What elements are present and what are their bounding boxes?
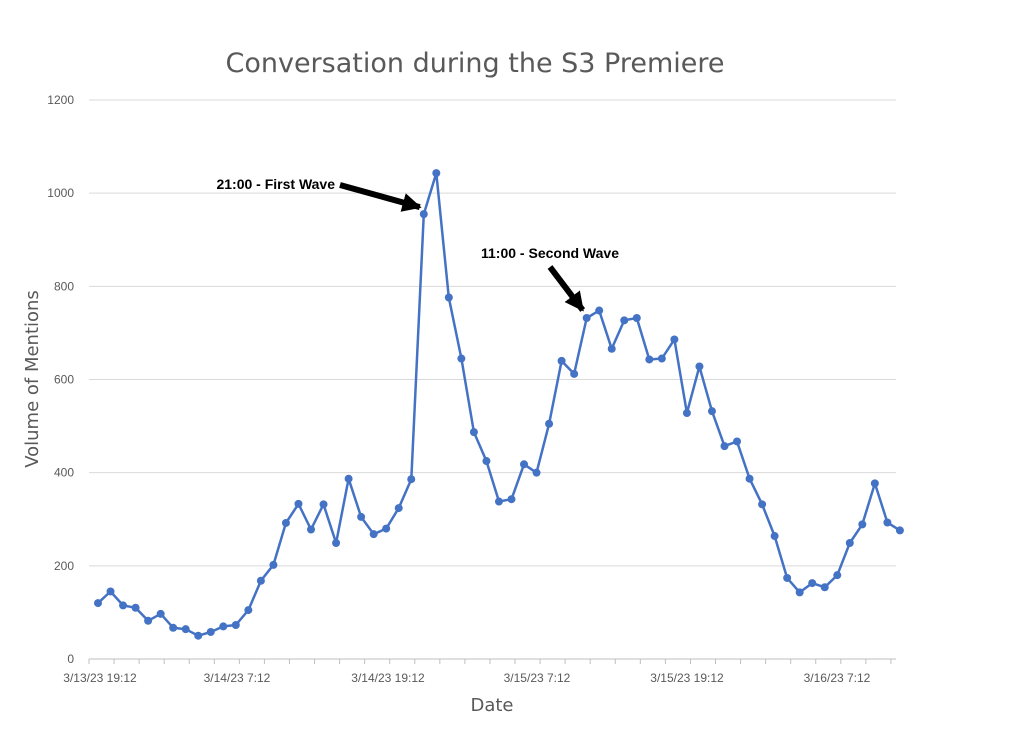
data-point xyxy=(682,409,691,418)
data-point xyxy=(845,539,854,548)
data-point xyxy=(281,518,290,527)
data-point xyxy=(632,314,641,323)
data-point xyxy=(820,583,829,592)
data-point xyxy=(858,520,867,529)
x-tick-labels: 3/13/23 19:12 3/14/23 7:12 3/14/23 19:12 3/… xyxy=(63,671,870,685)
data-point xyxy=(895,526,904,535)
data-point xyxy=(319,500,328,509)
y-tick-label: 1000 xyxy=(47,186,74,200)
data-point xyxy=(883,518,892,527)
data-point xyxy=(607,344,616,353)
data-point xyxy=(194,631,203,640)
data-point xyxy=(770,532,779,541)
annotation-arrow xyxy=(547,265,586,312)
x-tick-label: 3/15/23 19:12 xyxy=(650,671,724,685)
data-point xyxy=(758,500,767,509)
data-point xyxy=(494,497,503,506)
data-point xyxy=(670,335,679,344)
y-tick-label: 1200 xyxy=(47,93,74,107)
data-point xyxy=(144,616,153,625)
data-point xyxy=(231,620,240,629)
data-point xyxy=(657,354,666,363)
y-tick-label: 0 xyxy=(67,652,74,666)
data-point xyxy=(833,571,842,580)
data-point xyxy=(620,316,629,325)
annotation-arrow xyxy=(339,182,422,212)
data-point xyxy=(545,419,554,428)
data-point xyxy=(269,560,278,569)
data-point xyxy=(156,609,165,618)
data-point xyxy=(695,362,704,371)
data-point xyxy=(369,530,378,539)
data-point xyxy=(469,428,478,437)
data-point xyxy=(106,587,115,596)
x-axis-title: Date xyxy=(470,695,513,716)
data-point xyxy=(532,468,541,477)
data-point xyxy=(256,576,265,585)
data-point xyxy=(733,437,742,446)
x-tick-label: 3/14/23 7:12 xyxy=(204,671,271,685)
data-point xyxy=(783,573,792,582)
annotations: 21:00 - First Wave 11:00 - Second Wave xyxy=(216,176,619,312)
data-point xyxy=(645,355,654,364)
data-point xyxy=(582,314,591,323)
data-point xyxy=(206,627,215,636)
gridlines xyxy=(89,99,896,567)
data-point xyxy=(307,525,316,534)
y-tick-label: 200 xyxy=(54,559,74,573)
data-point xyxy=(382,524,391,533)
x-tick-label: 3/16/23 7:12 xyxy=(804,671,871,685)
data-point xyxy=(745,474,754,483)
data-point xyxy=(507,495,516,504)
y-tick-label: 800 xyxy=(54,279,74,293)
data-point xyxy=(332,539,341,548)
data-point xyxy=(570,369,579,378)
data-point xyxy=(394,504,403,513)
data-point xyxy=(520,460,529,469)
data-point xyxy=(419,210,428,219)
data-point xyxy=(219,622,228,631)
data-point xyxy=(344,474,353,483)
data-point xyxy=(557,356,566,365)
data-point xyxy=(444,293,453,302)
data-point xyxy=(94,599,102,608)
data-point xyxy=(407,475,416,484)
y-tick-label: 400 xyxy=(54,466,74,480)
data-point xyxy=(795,588,804,597)
x-tick-label: 3/15/23 7:12 xyxy=(504,671,571,685)
y-tick-labels: 0 200 400 600 800 1000 1200 xyxy=(47,93,74,666)
annotation-label: 21:00 - First Wave xyxy=(216,176,335,192)
data-point xyxy=(808,579,817,588)
data-point xyxy=(457,354,466,363)
data-point xyxy=(119,601,128,610)
data-point xyxy=(244,606,253,615)
data-point xyxy=(870,479,879,488)
data-point xyxy=(181,625,190,634)
x-tick-marks xyxy=(88,659,892,664)
y-axis-title: Volume of Mentions xyxy=(22,290,43,468)
data-point xyxy=(357,512,366,521)
y-tick-label: 600 xyxy=(54,373,74,387)
x-tick-label: 3/13/23 19:12 xyxy=(63,671,137,685)
data-point xyxy=(482,457,491,466)
x-tick-label: 3/14/23 19:12 xyxy=(351,671,425,685)
series-mentions xyxy=(94,169,904,640)
data-point xyxy=(294,499,303,508)
chart-title: Conversation during the S3 Premiere xyxy=(225,48,724,79)
data-point xyxy=(707,407,716,416)
data-point xyxy=(595,306,604,315)
annotation-label: 11:00 - Second Wave xyxy=(481,245,619,261)
data-point xyxy=(169,623,178,632)
data-point xyxy=(432,169,441,178)
data-point xyxy=(131,603,140,612)
data-point xyxy=(720,442,729,451)
